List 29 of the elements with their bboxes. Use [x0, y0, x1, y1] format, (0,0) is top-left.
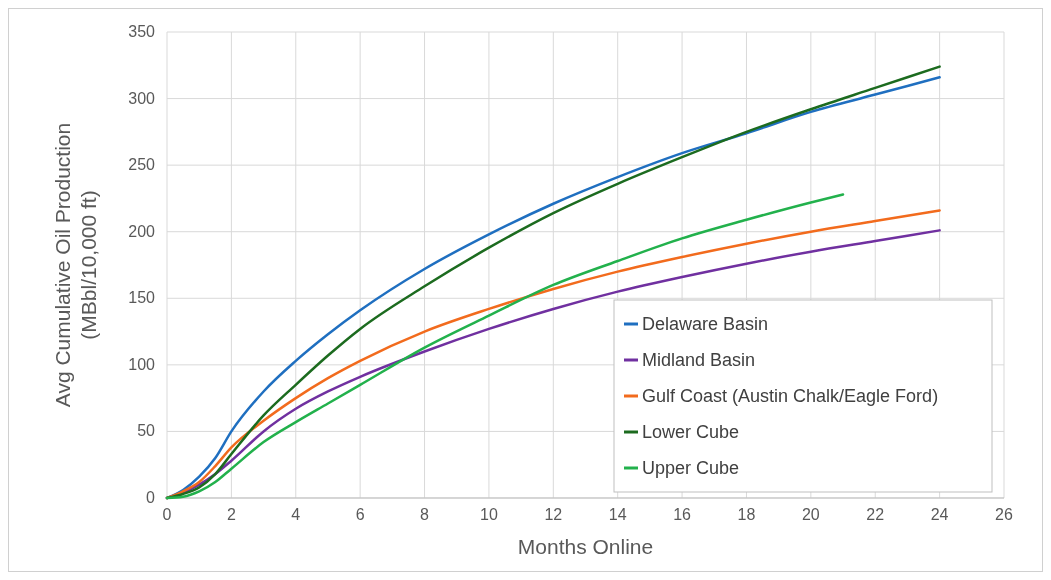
x-tick-label: 0	[162, 506, 172, 523]
legend-label: Upper Cube	[642, 458, 740, 478]
x-tick-label: 6	[355, 506, 365, 523]
legend-label: Gulf Coast (Austin Chalk/Eagle Ford)	[642, 386, 939, 406]
x-tick-label: 24	[930, 506, 949, 523]
y-tick-label: 0	[146, 489, 156, 506]
x-tick-label: 16	[673, 506, 692, 523]
y-tick-label: 200	[128, 222, 156, 240]
x-tick-label: 4	[291, 506, 301, 523]
x-tick-label: 18	[737, 506, 756, 523]
x-tick-label: 12	[544, 506, 563, 523]
y-tick-label: 300	[128, 89, 156, 107]
y-tick-label: 350	[128, 23, 156, 40]
legend-label: Delaware Basin	[642, 314, 769, 334]
x-tick-label: 10	[480, 506, 498, 523]
x-axis-title: Months Online	[517, 535, 654, 558]
x-tick-label: 26	[995, 506, 1013, 523]
x-tick-label: 14	[608, 506, 627, 523]
legend-label: Midland Basin	[642, 350, 756, 370]
x-tick-label: 20	[801, 506, 820, 523]
y-tick-label: 100	[128, 355, 156, 373]
y-tick-label: 50	[137, 422, 156, 440]
x-tick-label: 22	[866, 506, 885, 523]
x-tick-label: 8	[420, 506, 430, 523]
x-tick-label: 2	[226, 506, 236, 523]
y-tick-label: 150	[128, 289, 156, 307]
legend-label: Lower Cube	[642, 422, 740, 442]
y-axis-title: Avg Cumulative Oil Production (MBbl/10,000 ft)	[51, 122, 100, 408]
y-tick-label: 250	[128, 156, 156, 174]
